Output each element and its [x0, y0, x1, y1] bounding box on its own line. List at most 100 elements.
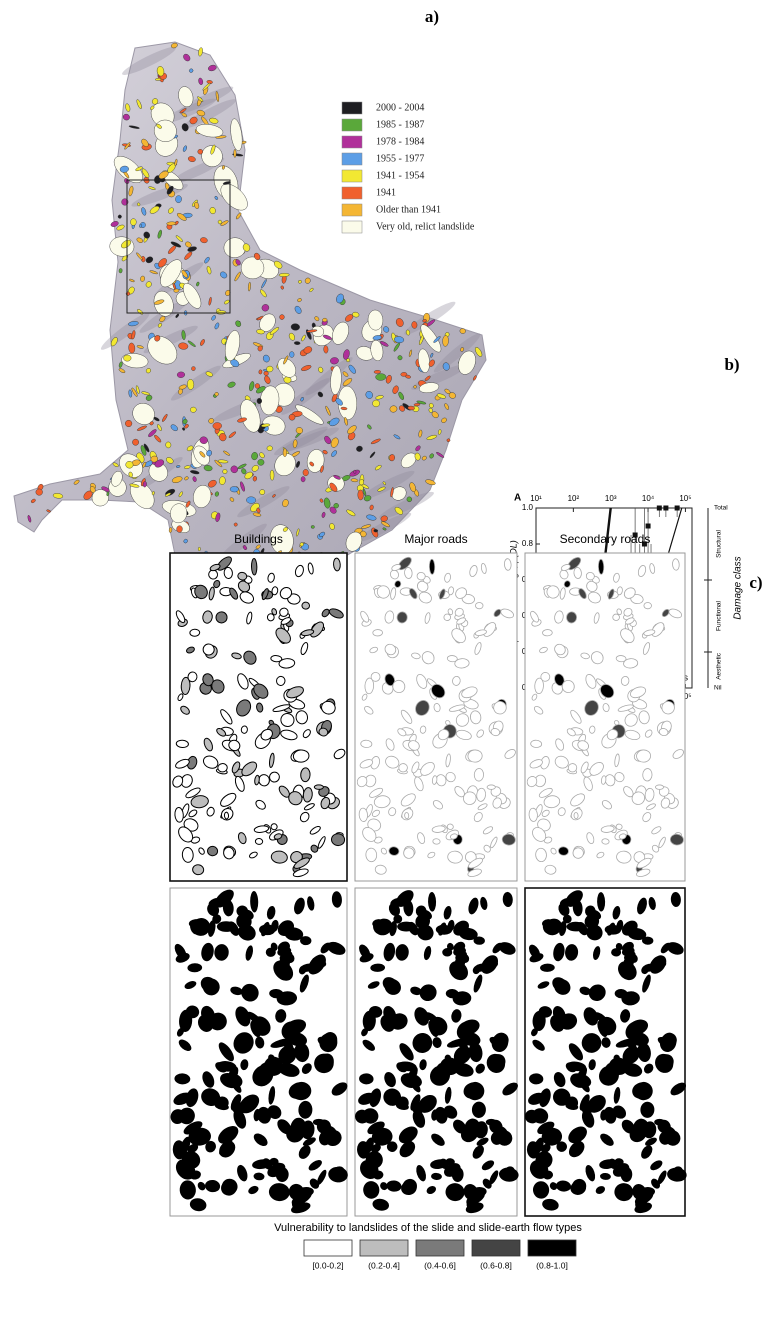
landslide-polygon [282, 448, 288, 457]
data-point [656, 505, 662, 511]
landslide-shape [237, 571, 248, 581]
landslide-polygon [176, 371, 186, 378]
landslide-shape [270, 823, 278, 831]
data-point [674, 505, 680, 511]
landslide-shape [177, 693, 184, 702]
landslide-shape [371, 1143, 381, 1153]
landslide-shape [586, 832, 595, 845]
damage-class-label: Functional [716, 600, 723, 631]
landslide-shape [202, 643, 215, 656]
landslide-shape [181, 847, 194, 863]
landslide-shape [368, 1006, 383, 1018]
data-point [663, 505, 669, 511]
landslide-polygon [150, 455, 159, 463]
landslide-shape [657, 1062, 671, 1072]
landslide-polygon [128, 125, 140, 129]
landslide-shape [223, 1146, 230, 1155]
relief-shade [131, 183, 188, 207]
landslide-shape [491, 1033, 509, 1053]
landslide-polygon [365, 391, 373, 399]
landslide-shape [229, 587, 239, 600]
landslide-shape [362, 827, 377, 842]
landslide-shape [309, 1178, 320, 1189]
landslide-polygon [441, 417, 447, 423]
landslide-shape [358, 807, 368, 822]
landslide-shape [231, 652, 242, 660]
landslide-shape [554, 643, 566, 656]
landslide-shape [328, 608, 344, 619]
landslide-shape [444, 572, 451, 583]
landslide-shape [543, 795, 561, 809]
landslide-shape [568, 1126, 587, 1144]
landslide-shape [477, 803, 488, 811]
landslide-polygon [166, 185, 174, 195]
landslide-shape [277, 941, 290, 954]
landslide-shape [286, 1123, 305, 1143]
landslide-polygon [158, 258, 167, 268]
legend-label: [0.0-0.2] [312, 1260, 343, 1270]
landslide-polygon [446, 438, 451, 443]
landslide-shape [316, 1061, 330, 1073]
landslide-shape [372, 629, 383, 637]
landslide-shape [600, 1109, 608, 1121]
landslide-shape [405, 1073, 422, 1088]
landslide-polygon [342, 371, 349, 377]
landslide-shape [403, 899, 414, 917]
panel-sublabel: A [514, 493, 521, 504]
landslide-shape [453, 920, 469, 936]
landslide-shape [430, 1159, 448, 1170]
landslide-shape [537, 1121, 555, 1135]
landslide-shape [299, 811, 310, 823]
landslide-polygon [135, 166, 143, 172]
landslide-polygon [182, 145, 187, 152]
landslide-shape [563, 580, 571, 588]
landslide-shape [490, 728, 501, 737]
landslide-shape [660, 797, 671, 809]
landslide-shape [383, 1088, 402, 1106]
landslide-polygon [215, 512, 221, 522]
landslide-shape [298, 1145, 311, 1159]
landslide-polygon [177, 212, 187, 221]
landslide-polygon [221, 165, 225, 170]
landslide-shape [215, 611, 228, 624]
landslide-shape [426, 1186, 437, 1194]
landslide-shape [445, 771, 456, 783]
landslide-polygon [73, 479, 80, 485]
landslide-polygon [235, 212, 242, 220]
landslide-polygon [304, 277, 311, 284]
landslide-polygon [301, 365, 312, 371]
landslide-shape [278, 1062, 300, 1077]
landslide-shape [359, 944, 371, 959]
relief-shade [178, 86, 234, 114]
landslide-shape [200, 976, 217, 993]
landslide-shape [214, 944, 229, 961]
landslide-polygon [220, 220, 229, 226]
landslide-shape [601, 838, 610, 845]
landslide-shape [642, 936, 654, 945]
landslide-shape [271, 919, 279, 932]
landslide-shape [175, 610, 186, 624]
landslide-shape [465, 1202, 484, 1214]
landslide-polygon [424, 375, 431, 381]
landslide-shape [580, 761, 589, 774]
landslide-shape [623, 658, 639, 669]
landslide-shape [468, 1042, 483, 1063]
landslide-shape [363, 1181, 380, 1199]
landslide-shape [183, 1121, 203, 1135]
landslide-shape [489, 1170, 499, 1185]
landslide-polygon [150, 105, 155, 110]
landslide-shape [661, 608, 670, 618]
legend-swatch [341, 203, 363, 217]
landslide-polygon [382, 481, 387, 486]
landslide-shape [255, 799, 266, 810]
landslide-polygon [406, 496, 413, 503]
landslide-polygon [348, 364, 356, 374]
landslide-shape [500, 608, 515, 619]
landslide-polygon [185, 241, 192, 248]
landslide-shape [542, 629, 553, 637]
landslide-polygon [375, 373, 387, 381]
landslide-shape [572, 1146, 580, 1155]
landslide-polygon [157, 229, 162, 239]
landslide-shape [672, 558, 680, 571]
landslide-shape [485, 1118, 497, 1126]
